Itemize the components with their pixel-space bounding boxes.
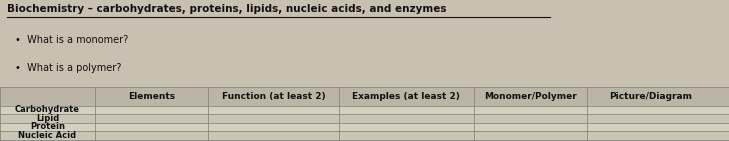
Text: Monomer/Polymer: Monomer/Polymer	[484, 92, 577, 101]
Text: Nucleic Acid: Nucleic Acid	[18, 131, 77, 140]
Bar	[0, 114, 729, 123]
Bar	[0, 123, 729, 131]
Text: Picture/Diagram: Picture/Diagram	[609, 92, 692, 101]
Text: Examples (at least 2): Examples (at least 2)	[353, 92, 460, 101]
Text: Carbohydrate: Carbohydrate	[15, 105, 80, 114]
Bar	[0, 87, 729, 106]
Text: Protein: Protein	[30, 123, 65, 131]
Text: •  What is a polymer?: • What is a polymer?	[15, 63, 121, 73]
Bar	[0, 131, 729, 140]
Bar	[0, 106, 729, 114]
Text: Elements: Elements	[128, 92, 175, 101]
Text: Function (at least 2): Function (at least 2)	[222, 92, 325, 101]
Text: Lipid: Lipid	[36, 114, 59, 123]
Text: •  What is a monomer?: • What is a monomer?	[15, 35, 128, 45]
Text: Biochemistry – carbohydrates, proteins, lipids, nucleic acids, and enzymes: Biochemistry – carbohydrates, proteins, …	[7, 4, 447, 14]
